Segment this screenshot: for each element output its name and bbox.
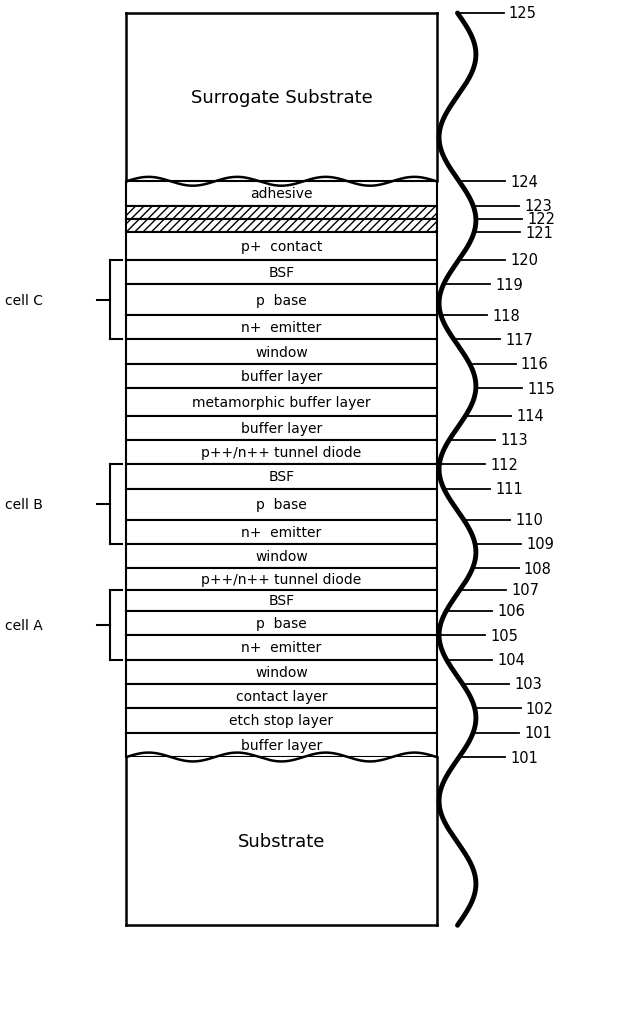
Text: window: window xyxy=(255,665,308,679)
Bar xyxy=(127,636,437,660)
Bar xyxy=(127,316,437,340)
Text: Substrate: Substrate xyxy=(238,833,325,850)
Text: 120: 120 xyxy=(510,253,538,268)
Text: BSF: BSF xyxy=(268,470,295,484)
Bar xyxy=(127,388,437,416)
Text: etch stop layer: etch stop layer xyxy=(229,713,333,728)
Text: contact layer: contact layer xyxy=(236,690,327,703)
Bar xyxy=(127,708,437,733)
Text: 101: 101 xyxy=(524,726,553,741)
Text: n+  emitter: n+ emitter xyxy=(241,641,321,655)
Text: 112: 112 xyxy=(491,458,518,472)
Text: 122: 122 xyxy=(527,212,555,227)
Bar xyxy=(127,14,437,182)
Text: p  base: p base xyxy=(256,293,307,307)
Text: 111: 111 xyxy=(495,482,523,496)
Text: 118: 118 xyxy=(492,308,520,323)
Text: p  base: p base xyxy=(256,497,307,512)
Bar xyxy=(127,590,437,611)
Text: 113: 113 xyxy=(500,433,528,448)
Text: 103: 103 xyxy=(514,677,542,692)
Bar xyxy=(127,182,437,207)
Text: 125: 125 xyxy=(508,6,537,21)
Text: window: window xyxy=(255,345,308,360)
Text: buffer layer: buffer layer xyxy=(241,421,322,435)
Text: 115: 115 xyxy=(527,381,555,396)
Bar xyxy=(127,365,437,388)
Bar xyxy=(127,284,437,316)
Bar xyxy=(127,261,437,284)
Text: 119: 119 xyxy=(495,277,523,292)
Bar xyxy=(127,733,437,757)
Text: window: window xyxy=(255,549,308,564)
Text: buffer layer: buffer layer xyxy=(241,370,322,383)
Bar xyxy=(127,757,437,925)
Bar xyxy=(127,685,437,708)
Text: 121: 121 xyxy=(525,225,553,240)
Bar xyxy=(127,544,437,569)
Text: p++/n++ tunnel diode: p++/n++ tunnel diode xyxy=(202,573,362,586)
Text: 105: 105 xyxy=(490,628,518,643)
Text: 124: 124 xyxy=(510,174,538,190)
Text: n+  emitter: n+ emitter xyxy=(241,321,321,335)
Text: 117: 117 xyxy=(505,332,533,347)
Bar xyxy=(127,611,437,636)
Text: BSF: BSF xyxy=(268,594,295,607)
Text: cell B: cell B xyxy=(5,497,43,512)
Text: 109: 109 xyxy=(526,537,554,552)
Text: cell C: cell C xyxy=(5,293,43,307)
Text: 116: 116 xyxy=(520,357,548,372)
Text: metamorphic buffer layer: metamorphic buffer layer xyxy=(192,395,371,410)
Text: buffer layer: buffer layer xyxy=(241,738,322,752)
Text: 102: 102 xyxy=(526,701,554,716)
Bar xyxy=(127,220,437,233)
Text: 107: 107 xyxy=(512,583,539,597)
Bar xyxy=(127,233,437,261)
Text: adhesive: adhesive xyxy=(250,187,312,202)
Text: p  base: p base xyxy=(256,616,307,631)
Bar xyxy=(127,660,437,685)
Bar xyxy=(127,569,437,590)
Text: p++/n++ tunnel diode: p++/n++ tunnel diode xyxy=(202,445,362,460)
Bar xyxy=(127,520,437,544)
Text: n+  emitter: n+ emitter xyxy=(241,525,321,539)
Bar xyxy=(127,207,437,220)
Text: Surrogate Substrate: Surrogate Substrate xyxy=(191,89,372,107)
Text: 110: 110 xyxy=(515,513,543,528)
Text: 114: 114 xyxy=(517,409,544,424)
Text: p+  contact: p+ contact xyxy=(241,239,322,254)
Bar xyxy=(127,489,437,520)
Text: BSF: BSF xyxy=(268,266,295,279)
Text: 123: 123 xyxy=(524,199,552,214)
Text: 108: 108 xyxy=(524,561,552,577)
Bar xyxy=(127,416,437,440)
Text: 104: 104 xyxy=(498,652,525,667)
Text: cell A: cell A xyxy=(5,618,43,632)
Bar xyxy=(127,465,437,489)
Bar xyxy=(127,440,437,465)
Text: 106: 106 xyxy=(497,604,525,619)
Text: 101: 101 xyxy=(510,750,538,764)
Bar xyxy=(127,340,437,365)
